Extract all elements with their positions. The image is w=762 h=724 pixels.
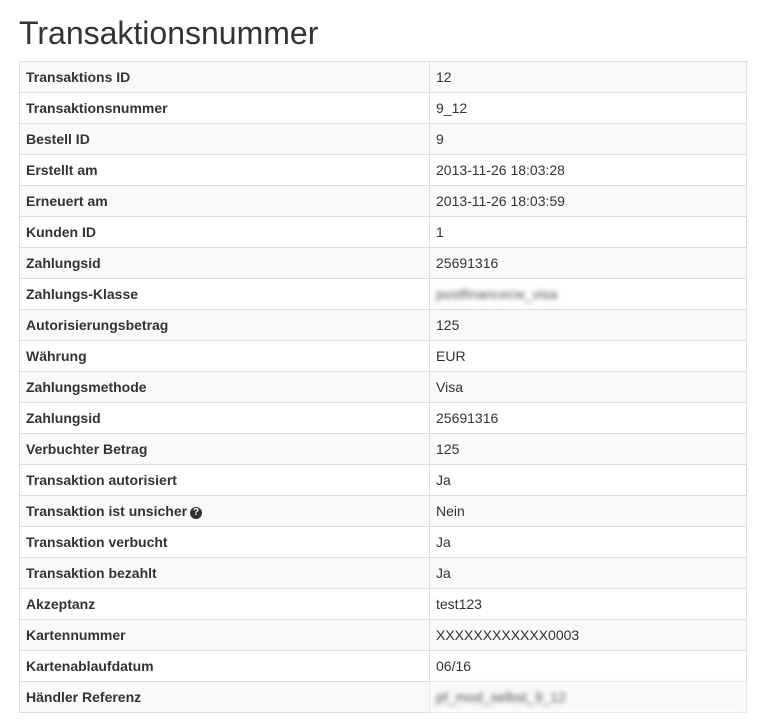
- table-row: Kartennummer XXXXXXXXXXXX0003: [19, 619, 747, 651]
- row-value: 06/16: [429, 650, 747, 682]
- row-label: Erstellt am: [19, 154, 430, 186]
- row-label: Transaktions ID: [19, 61, 430, 93]
- row-value: Ja: [429, 557, 747, 589]
- row-label: Bestell ID: [19, 123, 430, 155]
- row-label: Zahlungsid: [19, 402, 430, 434]
- row-label: Zahlungsid: [19, 247, 430, 279]
- row-value: pf_mod_selbst_9_12: [429, 681, 747, 713]
- question-circle-icon[interactable]: ?: [190, 507, 203, 519]
- row-label: Kunden ID: [19, 216, 430, 248]
- row-value: 2013-11-26 18:03:28: [429, 154, 747, 186]
- row-value: Visa: [429, 371, 747, 403]
- row-value: 125: [429, 309, 747, 341]
- table-row: Händler Referenz pf_mod_selbst_9_12: [19, 681, 747, 713]
- row-value: test123: [429, 588, 747, 620]
- row-value: 2013-11-26 18:03:59: [429, 185, 747, 217]
- table-row: Zahlungsid 25691316: [19, 402, 747, 434]
- row-label-text: Akzeptanz: [26, 596, 96, 612]
- row-label: Transaktion bezahlt: [19, 557, 430, 589]
- row-label: Zahlungsmethode: [19, 371, 430, 403]
- row-label: Transaktion ist unsicher?: [19, 495, 430, 527]
- table-row: Transaktion autorisiert Ja: [19, 464, 747, 496]
- table-row: Kartenablaufdatum 06/16: [19, 650, 747, 682]
- row-value: 125: [429, 433, 747, 465]
- row-label: Währung: [19, 340, 430, 372]
- table-row: Erneuert am 2013-11-26 18:03:59: [19, 185, 747, 217]
- table-row: Währung EUR: [19, 340, 747, 372]
- row-label: Akzeptanz: [19, 588, 430, 620]
- transaction-details-table: Transaktions ID 12 Transaktionsnummer 9_12 B…: [19, 61, 747, 713]
- row-label-text: Transaktion bezahlt: [26, 565, 157, 581]
- row-label-text: Erstellt am: [26, 162, 98, 178]
- row-label: Erneuert am: [19, 185, 430, 217]
- row-label-text: Kunden ID: [26, 224, 96, 240]
- row-label-text: Transaktion verbucht: [26, 534, 168, 550]
- table-row: Bestell ID 9: [19, 123, 747, 155]
- row-label: Transaktionsnummer: [19, 92, 430, 124]
- row-label-text: Zahlungsid: [26, 255, 101, 271]
- row-label-text: Währung: [26, 348, 87, 364]
- row-value: 12: [429, 61, 747, 93]
- row-label-text: Zahlungs-Klasse: [26, 286, 139, 302]
- table-row: Transaktions ID 12: [19, 61, 747, 93]
- table-row: Transaktion verbucht Ja: [19, 526, 747, 558]
- row-label-text: Transaktions ID: [26, 69, 131, 85]
- table-row: Zahlungsid 25691316: [19, 247, 747, 279]
- row-label: Verbuchter Betrag: [19, 433, 430, 465]
- row-label-text: Verbuchter Betrag: [26, 441, 148, 457]
- row-label-text: Zahlungsid: [26, 410, 101, 426]
- row-label-text: Bestell ID: [26, 131, 90, 147]
- row-label-text: Kartennummer: [26, 627, 126, 643]
- row-label: Transaktion autorisiert: [19, 464, 430, 496]
- row-label-text: Autorisierungsbetrag: [26, 317, 169, 333]
- table-row: Verbuchter Betrag 125: [19, 433, 747, 465]
- row-label-text: Transaktion autorisiert: [26, 472, 177, 488]
- row-value: 9_12: [429, 92, 747, 124]
- row-label-text: Kartenablaufdatum: [26, 658, 154, 674]
- table-row: Transaktion ist unsicher? Nein: [19, 495, 747, 527]
- row-label-text: Transaktion ist unsicher: [26, 503, 188, 519]
- row-value: Ja: [429, 526, 747, 558]
- row-value: 25691316: [429, 247, 747, 279]
- row-label-text: Händler Referenz: [26, 689, 142, 705]
- row-value: Ja: [429, 464, 747, 496]
- row-label-text: Erneuert am: [26, 193, 108, 209]
- row-label: Transaktion verbucht: [19, 526, 430, 558]
- row-value: 25691316: [429, 402, 747, 434]
- table-row: Autorisierungsbetrag 125: [19, 309, 747, 341]
- table-row: Transaktion bezahlt Ja: [19, 557, 747, 589]
- row-value: Nein: [429, 495, 747, 527]
- table-row: Akzeptanz test123: [19, 588, 747, 620]
- row-value: postfinancecw_visa: [429, 278, 747, 310]
- row-value: EUR: [429, 340, 747, 372]
- row-label: Zahlungs-Klasse: [19, 278, 430, 310]
- row-label-text: Transaktionsnummer: [26, 100, 168, 116]
- table-row: Kunden ID 1: [19, 216, 747, 248]
- row-label: Kartennummer: [19, 619, 430, 651]
- row-label: Autorisierungsbetrag: [19, 309, 430, 341]
- row-label: Händler Referenz: [19, 681, 430, 713]
- table-row: Zahlungs-Klasse postfinancecw_visa: [19, 278, 747, 310]
- table-row: Transaktionsnummer 9_12: [19, 92, 747, 124]
- row-value: XXXXXXXXXXXX0003: [429, 619, 747, 651]
- page-title: Transaktionsnummer: [19, 15, 319, 51]
- table-row: Erstellt am 2013-11-26 18:03:28: [19, 154, 747, 186]
- row-label: Kartenablaufdatum: [19, 650, 430, 682]
- table-row: Zahlungsmethode Visa: [19, 371, 747, 403]
- row-label-text: Zahlungsmethode: [26, 379, 147, 395]
- row-value: 1: [429, 216, 747, 248]
- row-value: 9: [429, 123, 747, 155]
